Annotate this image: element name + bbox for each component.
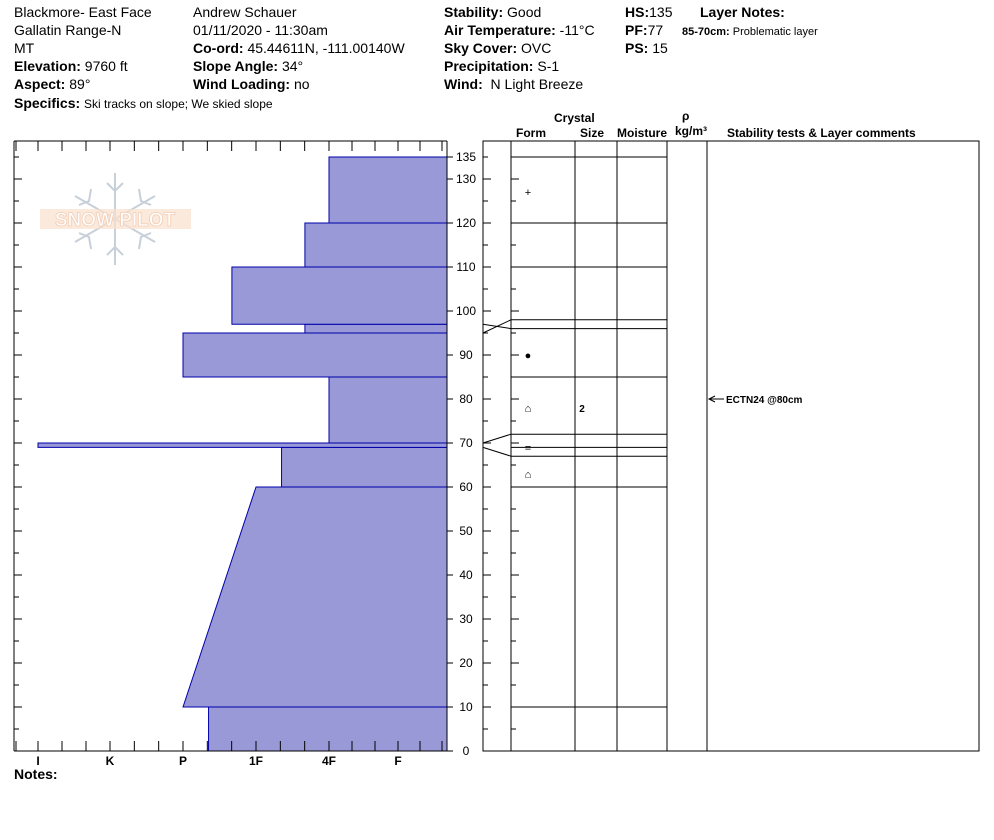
height-tick-label: 50 xyxy=(459,524,473,538)
wind-loading: Wind Loading: no xyxy=(193,76,310,92)
height-tick-label: 40 xyxy=(459,568,473,582)
height-tick-label: 20 xyxy=(459,656,473,670)
ps: PS: 15 xyxy=(625,40,668,56)
hs: HS:135 xyxy=(625,4,673,20)
hardness-bar xyxy=(304,323,448,334)
air-temperature: Air Temperature: -11°C xyxy=(444,22,595,38)
layer-note: 85-70cm: Problematic layer xyxy=(682,26,818,38)
crystal-header: Crystal xyxy=(554,111,595,125)
hardness-tick-label: 1F xyxy=(249,754,263,768)
hardness-bar xyxy=(182,486,448,708)
datetime: 01/11/2020 - 11:30am xyxy=(193,22,328,38)
size-header: Size xyxy=(580,126,605,140)
stability: Stability: Good xyxy=(444,4,542,20)
height-tick-label: 130 xyxy=(456,172,476,186)
hardness-bar xyxy=(231,266,448,325)
layer-connector xyxy=(482,319,512,334)
hardness-tick-label: K xyxy=(106,754,115,768)
moisture-header: Moisture xyxy=(617,126,668,140)
hardness-tick-label: I xyxy=(36,754,39,768)
hardness-bar xyxy=(37,442,448,448)
range: Gallatin Range-N xyxy=(14,22,122,38)
hardness-bar xyxy=(328,376,448,444)
wind: Wind: N Light Breeze xyxy=(444,76,584,92)
layer-connector xyxy=(482,433,512,444)
crystal-form-symbol: ● xyxy=(525,350,532,362)
crystal-form-symbol: + xyxy=(525,187,531,199)
form-header: Form xyxy=(516,126,546,140)
height-tick-label: 135 xyxy=(456,150,476,164)
density-unit-header: kg/m³ xyxy=(675,124,708,138)
crystal-size-value: 2 xyxy=(579,404,585,415)
height-tick-label: 80 xyxy=(459,392,473,406)
height-tick-label: 30 xyxy=(459,612,473,626)
state: MT xyxy=(14,40,35,56)
crystal-form-symbol: ⌂ xyxy=(525,469,532,481)
svg-text:SNOW PILOT: SNOW PILOT xyxy=(55,210,176,231)
height-tick-label: 60 xyxy=(459,480,473,494)
layer-connector xyxy=(482,446,512,457)
elevation: Elevation: 9760 ft xyxy=(14,58,128,74)
location: Blackmore- East Face xyxy=(14,4,152,20)
snowpilot-logo: SNOW PILOT xyxy=(40,173,191,265)
height-tick-label: 100 xyxy=(456,304,476,318)
hardness-bar xyxy=(304,222,448,268)
layer-table-frame xyxy=(482,140,980,752)
pf: PF:77 xyxy=(625,22,664,38)
hardness-tick-label: F xyxy=(394,754,401,768)
height-tick-label: 10 xyxy=(459,700,473,714)
height-tick-label: 70 xyxy=(459,436,473,450)
hardness-bar xyxy=(208,706,448,752)
rho-header: ρ xyxy=(682,109,690,123)
hardness-bar xyxy=(182,332,448,378)
precipitation: Precipitation: S-1 xyxy=(444,58,560,74)
slope-angle: Slope Angle: 34° xyxy=(193,58,304,74)
coordinates: Co-ord: 45.44611N, -111.00140W xyxy=(193,40,405,56)
hardness-bar xyxy=(328,156,448,224)
crystal-form-symbol: = xyxy=(525,442,531,454)
hardness-bar xyxy=(281,446,448,488)
layer-notes-label: Layer Notes: xyxy=(700,4,785,20)
sky-cover: Sky Cover: OVC xyxy=(444,40,552,56)
specifics: Specifics: Ski tracks on slope; We skied… xyxy=(14,95,273,111)
stability-test-label: ECTN24 @80cm xyxy=(726,395,803,406)
stability-comments-header: Stability tests & Layer comments xyxy=(727,126,916,140)
notes-label: Notes: xyxy=(14,766,58,782)
height-tick-label: 120 xyxy=(456,216,476,230)
aspect: Aspect: 89° xyxy=(14,76,91,92)
height-tick-label: 0 xyxy=(463,744,470,758)
height-tick-label: 110 xyxy=(456,260,475,274)
crystal-form-symbol: ⌂ xyxy=(525,403,532,415)
observer: Andrew Schauer xyxy=(193,4,297,20)
hardness-tick-label: P xyxy=(179,754,187,768)
hardness-tick-label: 4F xyxy=(322,754,336,768)
height-tick-label: 90 xyxy=(459,348,473,362)
stability-test-arrowhead xyxy=(707,395,716,403)
